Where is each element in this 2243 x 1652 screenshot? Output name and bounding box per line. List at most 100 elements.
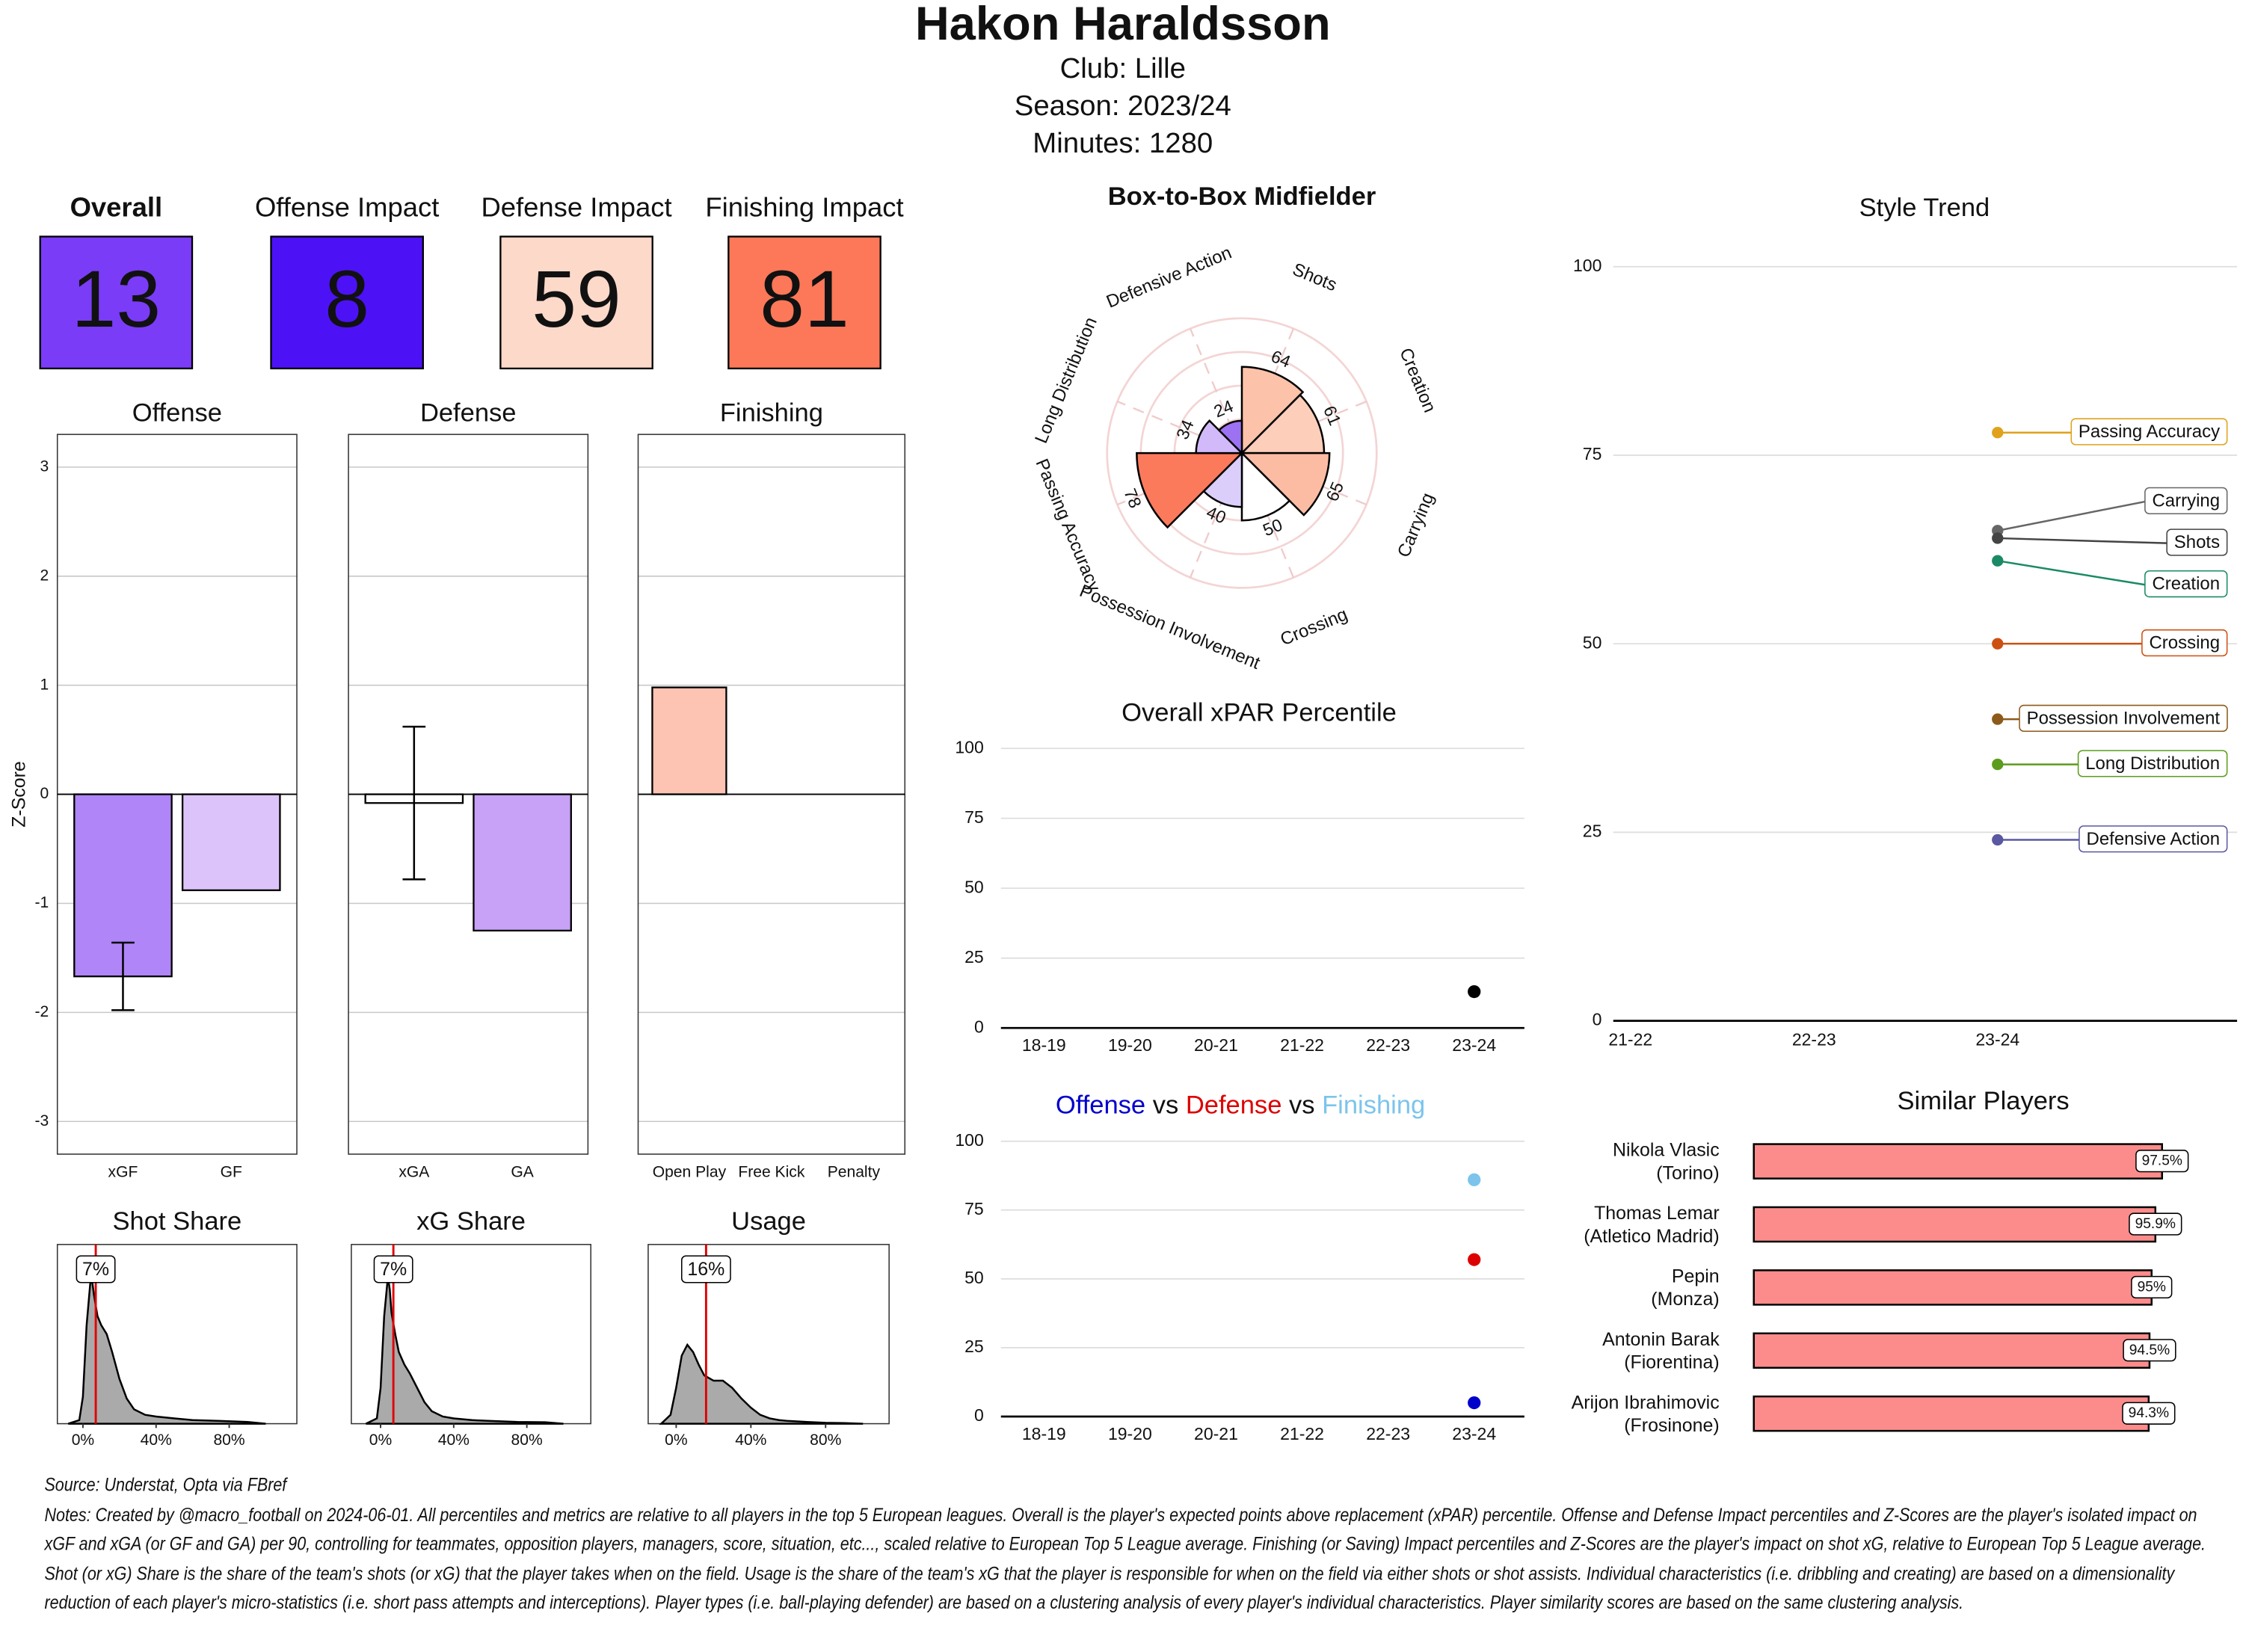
panel-title: Finishing — [720, 398, 823, 427]
x-tick-label: Free Kick — [738, 1164, 804, 1181]
series-label: Long Distribution — [2085, 753, 2220, 774]
point — [1468, 1396, 1481, 1410]
leader-line — [1997, 559, 2146, 586]
polar-bar — [1239, 451, 1331, 517]
point — [1992, 758, 2004, 771]
density-area — [659, 1343, 864, 1425]
series-label: Possession Involvement — [2027, 708, 2221, 728]
point — [1992, 532, 2004, 544]
x-tick-label: 40% — [438, 1431, 470, 1449]
label-box — [2129, 1212, 2182, 1236]
category-label: Shots — [1290, 259, 1340, 295]
label-box — [2079, 825, 2228, 853]
category-label: Crossing — [1278, 604, 1351, 650]
footer: Source: Understat, Opta via FBref Notes:… — [44, 1471, 2226, 1618]
y-tick-label: 100 — [1573, 256, 1602, 275]
player-name: Hakon Haraldsson — [915, 0, 1331, 50]
x-tick-label: 22-23 — [1792, 1030, 1836, 1050]
y-tick-label: 100 — [955, 1130, 983, 1150]
club: Club: Lille — [1060, 52, 1186, 84]
point — [1468, 1253, 1481, 1266]
series-label: Creation — [2152, 574, 2220, 594]
value-label: 40 — [1204, 502, 1229, 528]
impact-value: 8 — [324, 254, 369, 344]
y-tick-label: 75 — [964, 1199, 984, 1218]
x-tick-label: 0% — [72, 1431, 94, 1449]
panel-title: Defense — [420, 398, 517, 427]
panel-title: Offense vs Defense vs Finishing — [1056, 1091, 1425, 1120]
y-tick-label: 25 — [964, 947, 984, 967]
player-name: Antonin Barak — [1602, 1329, 1720, 1350]
impact-value: 13 — [72, 254, 161, 344]
y-tick-label: 0 — [1593, 1010, 1602, 1029]
x-tick-label: 0% — [369, 1431, 392, 1449]
impact-label: Finishing Impact — [705, 192, 903, 223]
category-label: Carrying — [1394, 490, 1439, 561]
season: Season: 2023/24 — [1015, 90, 1231, 122]
x-tick-label: Penalty — [828, 1164, 881, 1181]
point — [1992, 555, 2004, 567]
polar-bar — [1240, 451, 1291, 522]
series-label: Defensive Action — [2087, 829, 2221, 849]
spoke — [1116, 401, 1367, 506]
category-label: Long Distribution — [1031, 314, 1101, 446]
label-box — [373, 1255, 413, 1283]
series-label: Passing Accuracy — [2079, 422, 2220, 442]
value-label: 94.3% — [2129, 1405, 2169, 1421]
value-label: 61 — [1320, 403, 1345, 428]
value-label: 50 — [1260, 514, 1285, 540]
y-tick-label: 2 — [40, 567, 49, 584]
y-tick-label: 50 — [964, 877, 984, 896]
player-club: (Monza) — [1651, 1289, 1719, 1310]
panel-title: Shot Share — [113, 1207, 242, 1236]
x-tick-label: 23-24 — [1975, 1030, 2019, 1050]
bar — [1753, 1395, 2150, 1432]
y-tick-label: 3 — [40, 457, 49, 475]
y-tick-label: 100 — [955, 737, 983, 756]
label-box — [2166, 528, 2228, 556]
x-tick-label: Open Play — [653, 1164, 727, 1181]
bar — [181, 793, 281, 892]
label-box — [2135, 1150, 2189, 1173]
series-label: Carrying — [2152, 490, 2220, 511]
y-tick-label: 50 — [1583, 632, 1602, 652]
density-area — [365, 1276, 564, 1425]
polar-bar — [1195, 419, 1244, 454]
x-tick-label: 21-22 — [1280, 1035, 1324, 1055]
panel-title: xG Share — [416, 1207, 526, 1236]
category-label: Creation — [1395, 345, 1440, 416]
x-tick-label: 21-22 — [1608, 1030, 1652, 1050]
leader-line — [1997, 537, 2167, 544]
impact-value: 59 — [532, 254, 621, 344]
x-tick-label: 19-20 — [1108, 1035, 1152, 1055]
label-box — [2141, 629, 2228, 657]
legend-entry: Defense — [1186, 1091, 1282, 1120]
y-axis-label: Z-Score — [8, 761, 29, 827]
value-label: 95.9% — [2135, 1216, 2176, 1232]
error-bar — [402, 725, 426, 881]
source: Source: Understat, Opta via FBref — [44, 1473, 287, 1496]
spoke — [1189, 328, 1295, 579]
value-label: 78 — [1120, 486, 1145, 511]
x-tick-label: xGA — [399, 1164, 430, 1181]
value-label: 95% — [2138, 1279, 2166, 1295]
label-box — [2070, 418, 2228, 446]
y-tick-label: -1 — [34, 894, 49, 911]
y-tick-label: 0 — [40, 785, 49, 802]
polar-bar — [1217, 419, 1243, 456]
point — [1468, 984, 1481, 999]
impact-value: 81 — [760, 254, 849, 344]
panel-title: Box-to-Box Midfielder — [1108, 182, 1376, 211]
player-club: (Frosinone) — [1624, 1415, 1719, 1436]
value-label: 65 — [1322, 479, 1347, 505]
x-tick-label: 20-21 — [1194, 1424, 1238, 1443]
polar-bar — [1136, 451, 1244, 529]
spoke — [1189, 328, 1295, 579]
impact-box — [727, 235, 881, 370]
polar-bar — [1240, 366, 1305, 456]
y-tick-label: 1 — [40, 676, 49, 693]
polar-bar — [1239, 393, 1326, 454]
legend-entry: Finishing — [1322, 1091, 1425, 1120]
x-tick-label: GA — [511, 1164, 534, 1181]
